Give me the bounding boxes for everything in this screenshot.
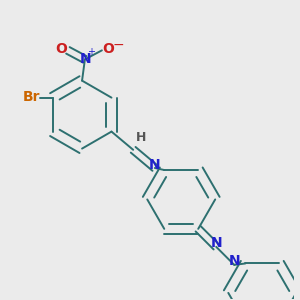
Text: N: N [80, 52, 91, 66]
Text: −: − [112, 38, 124, 52]
Text: Br: Br [23, 90, 40, 104]
Text: O: O [102, 42, 114, 56]
Text: O: O [56, 42, 68, 56]
Text: N: N [149, 158, 161, 172]
Text: N: N [228, 254, 240, 268]
Text: H: H [136, 131, 146, 144]
Text: N: N [210, 236, 222, 250]
Text: +: + [87, 47, 95, 57]
